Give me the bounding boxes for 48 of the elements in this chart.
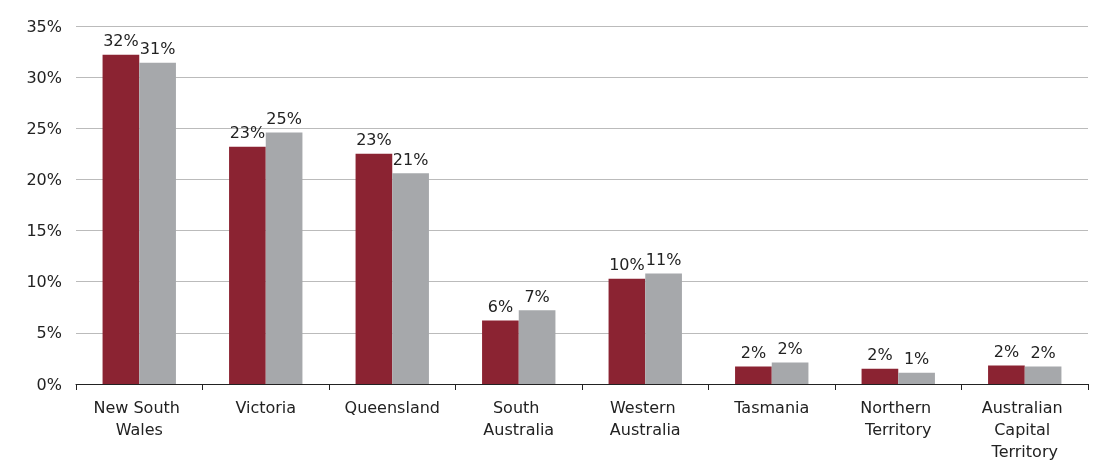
data-label: 32% <box>103 31 139 51</box>
bar <box>771 362 809 384</box>
bar <box>139 62 176 384</box>
x-tick-label: Australian Capital Territory <box>981 397 1068 461</box>
data-label: 11% <box>645 250 682 270</box>
data-label: 2% <box>993 342 1020 362</box>
x-tick-label: South Australia <box>483 397 555 439</box>
x-tick-label: Tasmania <box>733 397 810 417</box>
data-label: 7% <box>524 286 550 306</box>
bar <box>645 273 682 384</box>
x-tick-label: Queensland <box>344 397 440 417</box>
bar <box>898 372 935 384</box>
data-label: 21% <box>392 149 429 169</box>
data-label: 31% <box>139 39 176 59</box>
bar <box>988 365 1025 384</box>
y-tick-label: 20% <box>26 169 62 189</box>
bar <box>735 366 772 384</box>
data-label: 23% <box>229 123 266 143</box>
x-tick-label: Western Australia <box>609 397 681 439</box>
x-tick-label: New South Wales <box>93 397 186 439</box>
bar <box>861 368 899 384</box>
y-tick-label: 30% <box>26 67 62 87</box>
data-label: 6% <box>487 297 514 317</box>
y-tick-label: 25% <box>26 118 62 138</box>
y-tick-label: 35% <box>26 16 62 36</box>
y-tick-label: 15% <box>26 221 62 241</box>
data-label: 2% <box>1030 343 1056 363</box>
x-tick-label: Victoria <box>235 397 297 417</box>
bar <box>1024 366 1062 384</box>
data-label: 2% <box>740 343 767 363</box>
bar <box>229 146 266 384</box>
x-tick-label: Northern Territory <box>860 397 937 439</box>
data-label: 2% <box>867 345 893 365</box>
data-label: 23% <box>356 130 392 150</box>
y-tick-label: 0% <box>36 374 62 394</box>
y-tick-label: 5% <box>36 323 62 343</box>
bar <box>355 153 393 384</box>
data-label: 1% <box>903 349 930 369</box>
bar <box>608 278 646 384</box>
data-label: 25% <box>266 108 302 128</box>
data-label: 2% <box>777 339 803 359</box>
bar <box>482 320 519 384</box>
data-label: 10% <box>609 255 645 275</box>
y-tick-label: 10% <box>26 272 62 292</box>
bar <box>518 310 556 384</box>
bar <box>265 132 303 384</box>
bar <box>392 173 429 384</box>
bar <box>102 54 140 384</box>
